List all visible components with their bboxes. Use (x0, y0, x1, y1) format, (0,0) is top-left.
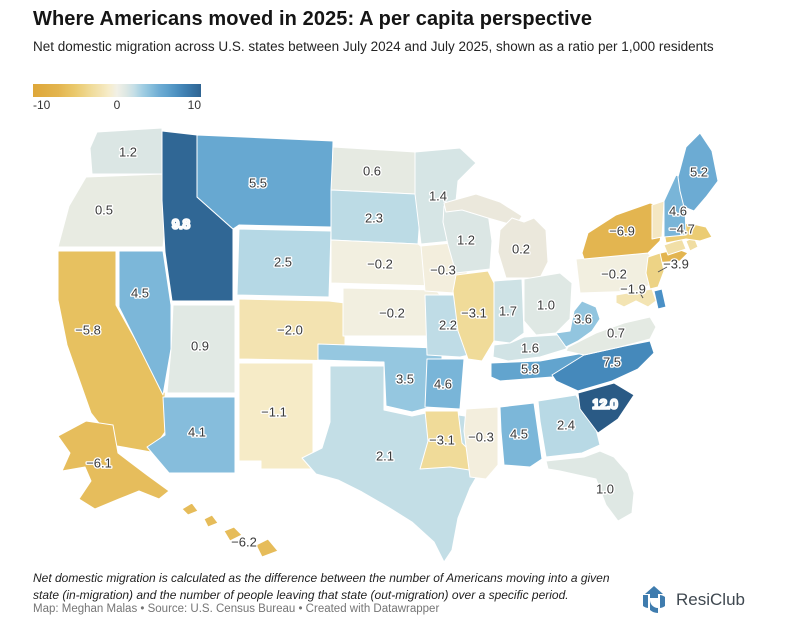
state-ne[interactable] (330, 239, 437, 287)
state-oh[interactable] (523, 272, 573, 336)
state-mi[interactable] (497, 217, 549, 279)
state-ut[interactable] (166, 304, 236, 394)
color-legend: -10 0 10 (33, 84, 203, 113)
state-or[interactable] (57, 173, 169, 248)
state-wv[interactable] (555, 300, 601, 348)
resiclub-logo-icon (643, 586, 666, 613)
state-sd[interactable] (330, 189, 422, 245)
state-nj[interactable] (645, 252, 665, 290)
page-title: Where Americans moved in 2025: A per cap… (33, 8, 593, 30)
state-il[interactable] (452, 270, 495, 362)
state-hi[interactable] (203, 514, 219, 528)
state-hi[interactable] (255, 538, 279, 558)
state-nd[interactable] (330, 146, 416, 195)
state-al[interactable] (499, 402, 543, 468)
state-me[interactable] (677, 132, 719, 212)
state-az[interactable] (146, 396, 236, 474)
state-vt[interactable] (651, 200, 665, 240)
map-footnote: Net domestic migration is calculated as … (33, 571, 610, 602)
resiclub-logo: ResiClub (639, 585, 745, 615)
legend-gradient-bar (33, 84, 201, 97)
state-va[interactable] (565, 316, 657, 356)
state-wy[interactable] (236, 228, 332, 298)
state-de[interactable] (653, 288, 667, 310)
legend-ticks: -10 0 10 (33, 97, 201, 113)
state-ar[interactable] (424, 358, 465, 410)
label-leader-nj (657, 266, 668, 273)
map-credits: Map: Meghan Malas • Source: U.S. Census … (33, 603, 440, 615)
state-wa[interactable] (89, 127, 163, 175)
legend-max-label: 10 (187, 98, 201, 112)
state-md[interactable] (615, 288, 657, 308)
state-sc[interactable] (577, 382, 635, 434)
page-subtitle: Net domestic migration across U.S. state… (33, 39, 714, 54)
label-leader-md (639, 292, 644, 299)
state-fl[interactable] (545, 450, 635, 522)
state-hi[interactable] (181, 502, 199, 516)
state-mt[interactable] (196, 134, 334, 230)
state-ak[interactable] (57, 420, 170, 510)
legend-mid-label: 0 (113, 98, 121, 112)
resiclub-logo-text: ResiClub (676, 590, 745, 609)
state-in[interactable] (493, 278, 525, 344)
legend-min-label: -10 (33, 98, 51, 112)
state-hi[interactable] (223, 526, 243, 542)
state-ms[interactable] (463, 406, 499, 480)
state-nm[interactable] (238, 362, 314, 470)
